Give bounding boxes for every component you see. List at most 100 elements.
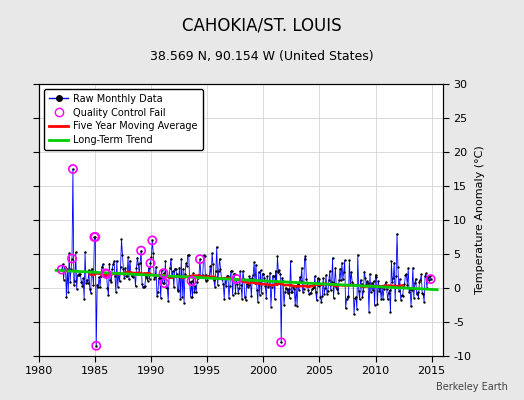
Point [378, 283, 386, 290]
Point [326, 287, 335, 293]
Point [127, 273, 136, 280]
Point [379, 296, 387, 302]
Point [92, 342, 101, 349]
Point [164, 297, 172, 304]
Point [191, 283, 200, 290]
Point [145, 276, 154, 282]
Point [288, 288, 297, 295]
Point [143, 274, 151, 281]
Point [298, 264, 306, 271]
Point [130, 270, 139, 277]
Point [231, 270, 239, 277]
Point [123, 273, 132, 280]
Point [362, 281, 370, 287]
Point [160, 280, 169, 286]
Point [166, 264, 174, 271]
Point [411, 280, 419, 286]
Point [62, 294, 71, 300]
Point [114, 284, 122, 290]
Point [242, 296, 250, 303]
Point [321, 285, 329, 292]
Point [356, 277, 365, 283]
Point [306, 290, 314, 296]
Point [233, 281, 242, 287]
Point [269, 273, 278, 280]
Point [403, 282, 411, 288]
Point [425, 273, 434, 279]
Point [146, 260, 155, 266]
Point [286, 294, 294, 301]
Point [86, 290, 95, 296]
Point [115, 270, 123, 277]
Point [94, 284, 102, 290]
Point [335, 277, 343, 284]
Point [301, 253, 310, 259]
Point [176, 296, 184, 302]
Point [66, 278, 74, 285]
Point [139, 284, 147, 290]
Point [392, 273, 400, 280]
Point [104, 292, 113, 299]
Point [111, 273, 119, 280]
Point [409, 264, 417, 271]
Point [195, 272, 203, 278]
Text: 38.569 N, 90.154 W (United States): 38.569 N, 90.154 W (United States) [150, 50, 374, 63]
Point [385, 290, 393, 296]
Point [239, 276, 248, 282]
Point [323, 290, 331, 297]
Point [207, 274, 215, 280]
Point [272, 280, 281, 287]
Point [122, 273, 130, 280]
Point [342, 305, 350, 312]
Point [202, 272, 211, 278]
Point [395, 288, 403, 295]
Point [296, 274, 304, 280]
Point [211, 284, 219, 290]
Point [393, 230, 401, 237]
Point [150, 276, 158, 282]
Point [346, 281, 355, 288]
Point [113, 257, 121, 264]
Point [366, 270, 374, 277]
Point [226, 283, 234, 290]
Point [170, 284, 178, 291]
Point [350, 311, 358, 317]
Point [254, 299, 262, 305]
Point [119, 266, 127, 272]
Point [182, 260, 190, 267]
Point [93, 282, 102, 288]
Point [410, 294, 418, 301]
Point [383, 286, 391, 293]
Point [228, 292, 237, 298]
Point [102, 271, 111, 277]
Point [427, 276, 435, 282]
Point [84, 280, 92, 286]
Legend: Raw Monthly Data, Quality Control Fail, Five Year Moving Average, Long-Term Tren: Raw Monthly Data, Quality Control Fail, … [44, 89, 203, 150]
Point [415, 278, 423, 285]
Point [368, 287, 377, 293]
Point [96, 284, 104, 290]
Point [358, 294, 367, 300]
Point [234, 290, 243, 296]
Point [258, 270, 267, 277]
Point [208, 250, 216, 256]
Point [370, 302, 379, 308]
Point [280, 302, 288, 308]
Point [127, 270, 135, 276]
Point [292, 283, 300, 290]
Point [175, 264, 183, 271]
Point [260, 275, 269, 281]
Point [232, 276, 241, 282]
Point [390, 260, 398, 266]
Point [325, 277, 333, 283]
Point [380, 282, 389, 288]
Point [217, 275, 226, 282]
Point [394, 264, 402, 270]
Point [329, 254, 337, 261]
Point [349, 281, 357, 287]
Point [200, 252, 208, 258]
Point [134, 261, 143, 267]
Point [185, 279, 194, 285]
Point [80, 296, 89, 303]
Point [158, 280, 167, 286]
